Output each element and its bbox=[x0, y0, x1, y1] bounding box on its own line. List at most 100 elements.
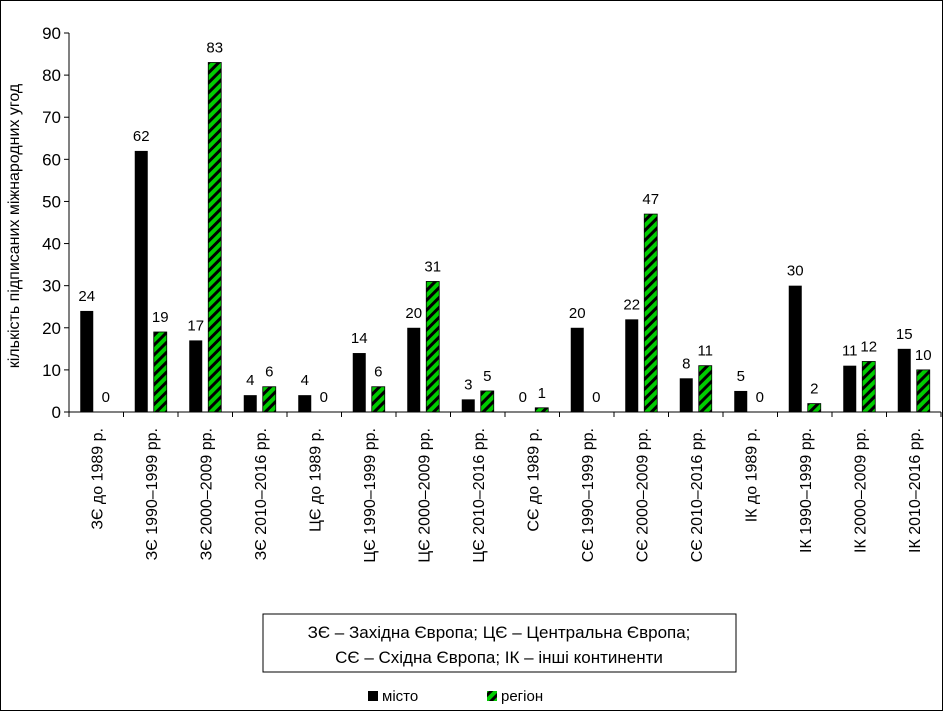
value-label-region: 11 bbox=[697, 343, 713, 360]
value-label-misto: 20 bbox=[405, 305, 422, 322]
annotation-box: ЗЄ – Західна Європа; ЦЄ – Центральна Євр… bbox=[262, 613, 737, 673]
x-tick-label: ЗЄ 1990–1999 рр. bbox=[144, 428, 161, 560]
bar-region bbox=[371, 386, 386, 413]
y-tick-label: 60 bbox=[42, 150, 61, 169]
bar-misto bbox=[461, 399, 475, 412]
value-label-misto: 14 bbox=[351, 330, 368, 347]
value-label-misto: 22 bbox=[623, 296, 640, 313]
bar-region bbox=[262, 386, 277, 413]
x-tick-label: ЦЄ до 1989 р. bbox=[307, 428, 324, 532]
value-label-region: 6 bbox=[374, 364, 382, 381]
value-label-region: 0 bbox=[102, 389, 110, 406]
value-label-region: 83 bbox=[206, 39, 223, 56]
bar-misto bbox=[843, 365, 857, 412]
y-tick-label: 50 bbox=[42, 192, 61, 211]
bar-misto bbox=[734, 390, 748, 412]
y-tick-label: 20 bbox=[42, 319, 61, 338]
value-label-misto: 4 bbox=[246, 372, 254, 389]
bar-region bbox=[207, 62, 222, 413]
value-label-region: 5 bbox=[483, 368, 491, 385]
bar-misto bbox=[788, 285, 802, 412]
bar-misto bbox=[80, 310, 94, 412]
y-tick-label: 40 bbox=[42, 235, 61, 254]
value-label-misto: 8 bbox=[682, 355, 690, 372]
value-label-region: 1 bbox=[538, 385, 546, 402]
bar-region bbox=[698, 365, 713, 413]
value-label-misto: 11 bbox=[842, 343, 858, 360]
bar-region bbox=[643, 213, 658, 413]
x-tick-label: ЗЄ 2000–2009 рр. bbox=[198, 428, 215, 560]
value-label-misto: 17 bbox=[187, 317, 204, 334]
bar-misto bbox=[243, 395, 257, 412]
y-tick-label: 80 bbox=[42, 66, 61, 85]
bar-region bbox=[480, 390, 495, 413]
y-tick-label: 90 bbox=[42, 24, 61, 43]
bar-misto bbox=[570, 327, 584, 412]
value-label-misto: 15 bbox=[896, 326, 913, 343]
value-label-region: 0 bbox=[592, 389, 600, 406]
value-label-misto: 0 bbox=[519, 389, 527, 406]
legend-label-misto: місто bbox=[382, 688, 418, 705]
y-tick-label: 10 bbox=[42, 361, 61, 380]
bar-misto bbox=[134, 150, 148, 412]
value-label-region: 19 bbox=[152, 309, 169, 326]
value-label-region: 0 bbox=[756, 389, 764, 406]
bar-misto bbox=[407, 327, 421, 412]
x-tick-label: ЦЄ 1990–1999 рр. bbox=[362, 428, 379, 563]
annotation-line-1: ЗЄ – Західна Європа; ЦЄ – Центральна Євр… bbox=[308, 623, 691, 642]
value-label-region: 0 bbox=[320, 389, 328, 406]
value-label-misto: 3 bbox=[464, 376, 472, 393]
bar-misto bbox=[679, 378, 693, 412]
annotation-line-2: СЄ – Східна Європа; ІК – інші континенти bbox=[335, 648, 663, 667]
legend-label-region: регіон bbox=[501, 688, 543, 705]
value-label-misto: 62 bbox=[133, 128, 150, 145]
value-label-misto: 30 bbox=[787, 263, 804, 280]
y-tick-label: 70 bbox=[42, 108, 61, 127]
value-label-region: 2 bbox=[810, 381, 818, 398]
bar-misto bbox=[897, 348, 911, 412]
legend: місто регіон bbox=[368, 688, 543, 705]
y-axis-label: кількість підписаних міжнародних угод bbox=[6, 83, 23, 368]
value-label-region: 10 bbox=[915, 347, 932, 364]
x-tick-label: СЄ 2000–2009 рр. bbox=[634, 428, 651, 562]
bar-misto bbox=[352, 353, 366, 412]
value-label-misto: 5 bbox=[737, 368, 745, 385]
bar-region bbox=[861, 361, 876, 413]
y-tick-label: 0 bbox=[52, 403, 61, 422]
bars-group bbox=[80, 62, 931, 413]
value-label-region: 47 bbox=[642, 191, 659, 208]
y-tick-label: 30 bbox=[42, 277, 61, 296]
x-tick-label: ЗЄ 2010–2016 рр. bbox=[253, 428, 270, 560]
x-tick-label: СЄ до 1989 р. bbox=[525, 428, 542, 532]
x-tick-label: СЄ 1990–1999 рр. bbox=[580, 428, 597, 562]
value-label-misto: 4 bbox=[301, 372, 309, 389]
value-label-region: 12 bbox=[860, 338, 877, 355]
bar-region bbox=[534, 407, 549, 413]
x-tick-label: ЗЄ до 1989 р. bbox=[89, 428, 106, 530]
bar-misto bbox=[625, 319, 639, 412]
x-tick-label: ІК 2000–2009 рр. bbox=[852, 428, 869, 553]
bar-region bbox=[153, 331, 168, 413]
value-label-misto: 24 bbox=[78, 288, 95, 305]
value-label-misto: 20 bbox=[569, 305, 586, 322]
x-tick-label: ІК 1990–1999 рр. bbox=[798, 428, 815, 553]
value-label-region: 31 bbox=[424, 258, 441, 275]
bar-misto bbox=[189, 340, 203, 412]
x-tick-label: СЄ 2010–2016 рр. bbox=[689, 428, 706, 562]
x-tick-label: ЦЄ 2010–2016 рр. bbox=[471, 428, 488, 563]
x-tick-label: ЦЄ 2000–2009 рр. bbox=[416, 428, 433, 563]
value-label-region: 6 bbox=[265, 364, 273, 381]
x-tick-label: ІК 2010–2016 рр. bbox=[907, 428, 924, 553]
x-tick-label: ІК до 1989 р. bbox=[743, 428, 760, 522]
legend-swatch-misto bbox=[368, 691, 378, 701]
bar-region bbox=[916, 369, 931, 413]
x-tick-labels-group: ЗЄ до 1989 р. ЗЄ 1990–1999 рр. ЗЄ 2000–200… bbox=[89, 428, 924, 563]
legend-swatch-region bbox=[487, 691, 497, 701]
bar-region bbox=[425, 281, 440, 413]
bar-misto bbox=[298, 395, 312, 412]
bar-region bbox=[807, 403, 822, 413]
